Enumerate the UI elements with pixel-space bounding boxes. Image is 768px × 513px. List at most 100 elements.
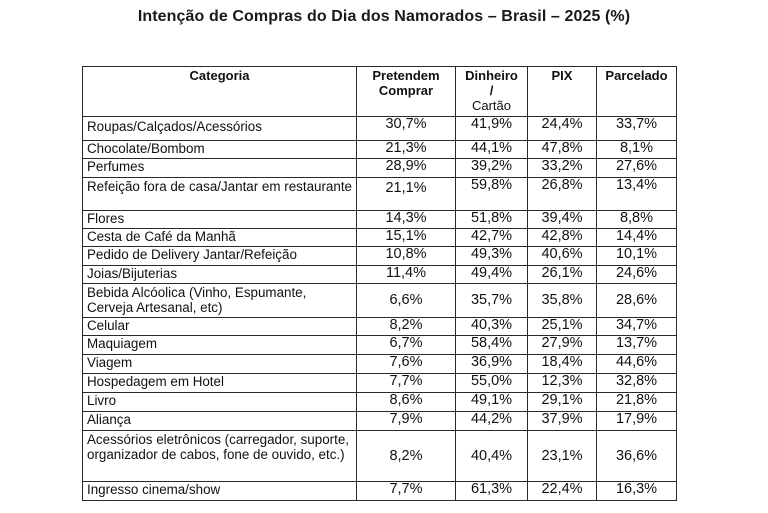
cell-categoria: Maquiagem (82, 335, 357, 355)
cell-dinheiro: 42,7% (455, 228, 528, 247)
cell-parcelado: 16,3% (596, 481, 677, 501)
header-parcelado: Parcelado (596, 66, 677, 117)
table-row: Ingresso cinema/show 7,7% 61,3% 22,4% 16… (82, 481, 677, 501)
cell-dinheiro: 49,1% (455, 392, 528, 412)
cell-dinheiro: 58,4% (455, 335, 528, 355)
cell-pretendem: 11,4% (356, 265, 456, 284)
cell-dinheiro: 44,2% (455, 411, 528, 431)
header-pix-label: PIX (551, 68, 573, 83)
cell-dinheiro: 49,4% (455, 265, 528, 284)
table-row: Acessórios eletrônicos (carregador, supo… (82, 430, 677, 482)
cell-categoria: Livro (82, 392, 357, 412)
cell-pix: 39,4% (527, 210, 597, 229)
cell-pretendem: 6,7% (356, 335, 456, 355)
cell-categoria: Viagem (82, 354, 357, 374)
cell-pretendem: 14,3% (356, 210, 456, 229)
table-row: Viagem 7,6% 36,9% 18,4% 44,6% (82, 354, 677, 374)
table-row: Hospedagem em Hotel 7,7% 55,0% 12,3% 32,… (82, 373, 677, 393)
cell-pix: 37,9% (527, 411, 597, 431)
cell-pretendem: 8,2% (356, 430, 456, 482)
cell-parcelado: 10,1% (596, 246, 677, 266)
purchase-intention-table: Categoria Pretendem Comprar Dinheiro / C… (82, 66, 677, 501)
cell-pretendem: 7,9% (356, 411, 456, 431)
cell-pretendem: 6,6% (356, 283, 456, 318)
cell-parcelado: 36,6% (596, 430, 677, 482)
table-header-row: Categoria Pretendem Comprar Dinheiro / C… (82, 66, 677, 117)
cell-categoria: Joias/Bijuterias (82, 265, 357, 284)
table-row: Bebida Alcóolica (Vinho, Espumante, Cerv… (82, 283, 677, 318)
table-row: Pedido de Delivery Jantar/Refeição 10,8%… (82, 246, 677, 266)
cell-pretendem: 7,7% (356, 373, 456, 393)
page-title: Intenção de Compras do Dia dos Namorados… (137, 8, 631, 25)
cell-parcelado: 27,6% (596, 158, 677, 178)
cell-parcelado: 14,4% (596, 228, 677, 247)
cell-pretendem: 7,6% (356, 354, 456, 374)
cell-pretendem: 21,3% (356, 140, 456, 159)
table-row: Refeição fora de casa/Jantar em restaura… (82, 177, 677, 211)
cell-dinheiro: 55,0% (455, 373, 528, 393)
cell-pretendem: 30,7% (356, 116, 456, 141)
header-pretendem-line2: Comprar (378, 83, 434, 98)
cell-pix: 12,3% (527, 373, 597, 393)
table-row: Chocolate/Bombom 21,3% 44,1% 47,8% 8,1% (82, 140, 677, 159)
cell-parcelado: 13,4% (596, 177, 677, 211)
cell-pix: 29,1% (527, 392, 597, 412)
cell-pretendem: 21,1% (356, 177, 456, 211)
cell-parcelado: 8,8% (596, 210, 677, 229)
cell-categoria: Perfumes (82, 158, 357, 178)
cell-categoria: Refeição fora de casa/Jantar em restaura… (82, 177, 357, 211)
cell-parcelado: 44,6% (596, 354, 677, 374)
cell-categoria: Flores (82, 210, 357, 229)
cell-pix: 35,8% (527, 283, 597, 318)
cell-categoria: Ingresso cinema/show (82, 481, 357, 501)
cell-pretendem: 10,8% (356, 246, 456, 266)
cell-dinheiro: 51,8% (455, 210, 528, 229)
header-dinheiro-line3: Cartão (471, 98, 512, 113)
table-row: Flores 14,3% 51,8% 39,4% 8,8% (82, 210, 677, 229)
header-parcelado-label: Parcelado (605, 68, 668, 83)
cell-dinheiro: 40,3% (455, 317, 528, 336)
header-categoria-label: Categoria (189, 68, 250, 83)
table-row: Perfumes 28,9% 39,2% 33,2% 27,6% (82, 158, 677, 178)
cell-categoria: Celular (82, 317, 357, 336)
cell-pretendem: 15,1% (356, 228, 456, 247)
cell-pix: 40,6% (527, 246, 597, 266)
cell-pix: 23,1% (527, 430, 597, 482)
cell-pix: 33,2% (527, 158, 597, 178)
cell-categoria: Roupas/Calçados/Acessórios (82, 116, 357, 141)
table-row: Maquiagem 6,7% 58,4% 27,9% 13,7% (82, 335, 677, 355)
header-categoria: Categoria (82, 66, 357, 117)
cell-pretendem: 8,2% (356, 317, 456, 336)
cell-categoria: Chocolate/Bombom (82, 140, 357, 159)
table-row: Roupas/Calçados/Acessórios 30,7% 41,9% 2… (82, 116, 677, 141)
cell-dinheiro: 41,9% (455, 116, 528, 141)
cell-parcelado: 34,7% (596, 317, 677, 336)
header-pix: PIX (527, 66, 597, 117)
cell-parcelado: 21,8% (596, 392, 677, 412)
table-row: Livro 8,6% 49,1% 29,1% 21,8% (82, 392, 677, 412)
table-row: Celular 8,2% 40,3% 25,1% 34,7% (82, 317, 677, 336)
cell-dinheiro: 36,9% (455, 354, 528, 374)
cell-categoria: Bebida Alcóolica (Vinho, Espumante, Cerv… (82, 283, 357, 318)
cell-parcelado: 32,8% (596, 373, 677, 393)
cell-pix: 27,9% (527, 335, 597, 355)
header-pretendem-line1: Pretendem (372, 68, 440, 83)
cell-categoria: Acessórios eletrônicos (carregador, supo… (82, 430, 357, 482)
cell-pix: 18,4% (527, 354, 597, 374)
cell-parcelado: 17,9% (596, 411, 677, 431)
header-pretendem-comprar: Pretendem Comprar (356, 66, 456, 117)
cell-dinheiro: 44,1% (455, 140, 528, 159)
header-dinheiro-line1: Dinheiro (465, 68, 518, 83)
cell-dinheiro: 40,4% (455, 430, 528, 482)
cell-pretendem: 7,7% (356, 481, 456, 501)
table-row: Joias/Bijuterias 11,4% 49,4% 26,1% 24,6% (82, 265, 677, 284)
cell-categoria: Hospedagem em Hotel (82, 373, 357, 393)
cell-categoria: Aliança (82, 411, 357, 431)
header-dinheiro-line2: / (489, 83, 494, 98)
table-row: Cesta de Café da Manhã 15,1% 42,7% 42,8%… (82, 228, 677, 247)
cell-parcelado: 28,6% (596, 283, 677, 318)
cell-dinheiro: 61,3% (455, 481, 528, 501)
cell-pix: 25,1% (527, 317, 597, 336)
cell-dinheiro: 49,3% (455, 246, 528, 266)
cell-categoria: Cesta de Café da Manhã (82, 228, 357, 247)
